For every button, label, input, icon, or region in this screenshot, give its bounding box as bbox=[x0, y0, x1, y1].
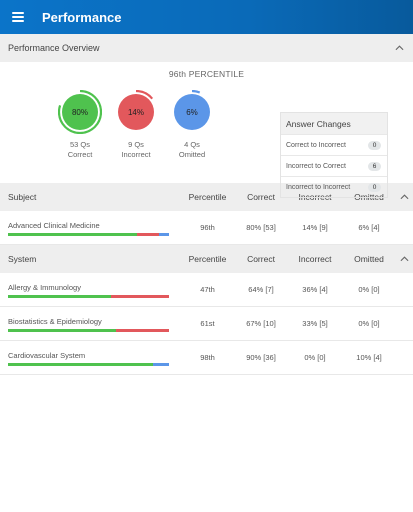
row-omitted: 0% [0] bbox=[358, 319, 380, 328]
bar-omitted-segment bbox=[159, 233, 169, 236]
overview-panel: 96th PERCENTILE 80% 53 Qs Correct bbox=[0, 62, 413, 198]
omitted-label: Omitted bbox=[178, 150, 206, 159]
col-system: System bbox=[8, 254, 37, 264]
omitted-ring: 6% bbox=[170, 90, 214, 134]
chevron-up-icon[interactable] bbox=[393, 42, 405, 54]
bar-correct-segment bbox=[8, 329, 116, 332]
table-row[interactable]: Allergy & Immunology 47th 64% [7] 36% [4… bbox=[0, 273, 413, 307]
omitted-circle: 6% 4 Qs Omitted bbox=[164, 90, 220, 160]
score-circles: 80% 53 Qs Correct 14% 9 Qs Incorrect bbox=[52, 90, 220, 160]
col-percentile: Percentile bbox=[188, 192, 227, 202]
correct-ring-graphic bbox=[58, 90, 102, 134]
overview-header-label: Performance Overview bbox=[8, 43, 100, 53]
page-title: Performance bbox=[42, 9, 122, 25]
row-name: Cardiovascular System bbox=[8, 351, 86, 360]
bar-incorrect-segment bbox=[111, 295, 169, 298]
row-omitted: 0% [0] bbox=[358, 285, 380, 294]
answer-changes-panel: Answer Changes Correct to Incorrect 0 In… bbox=[280, 112, 388, 198]
col-omitted: Omitted bbox=[354, 254, 384, 264]
bar-correct-segment bbox=[8, 295, 112, 298]
bar-incorrect-segment bbox=[115, 329, 169, 332]
table-row[interactable]: Cardiovascular System 98th 90% [36] 0% [… bbox=[0, 341, 413, 375]
col-subject: Subject bbox=[8, 192, 37, 202]
omitted-ring-graphic bbox=[170, 90, 214, 134]
answer-changes-title: Answer Changes bbox=[281, 113, 387, 134]
overview-section-header[interactable]: Performance Overview bbox=[0, 34, 413, 62]
row-percentile: 96th bbox=[200, 223, 215, 232]
change-count-badge: 0 bbox=[368, 140, 381, 150]
correct-percent: 80% bbox=[71, 107, 88, 117]
col-percentile: Percentile bbox=[188, 254, 227, 264]
correct-circle: 80% 53 Qs Correct bbox=[52, 90, 108, 160]
bar-incorrect-segment bbox=[136, 233, 160, 236]
change-row: Incorrect to Correct 6 bbox=[281, 155, 387, 176]
bar-correct-segment bbox=[8, 363, 153, 366]
row-percentile: 47th bbox=[200, 285, 215, 294]
chevron-up-icon[interactable] bbox=[395, 194, 413, 200]
change-row: Incorrect to Incorrect 0 bbox=[281, 176, 387, 197]
change-label: Correct to Incorrect bbox=[286, 141, 346, 149]
row-incorrect: 36% [4] bbox=[302, 285, 328, 294]
incorrect-percent: 14% bbox=[127, 107, 144, 117]
change-label: Incorrect to Correct bbox=[286, 162, 346, 170]
row-name: Biostatistics & Epidemiology bbox=[8, 317, 102, 326]
score-bar bbox=[8, 295, 169, 298]
percentile-label: 96th PERCENTILE bbox=[168, 69, 245, 79]
col-correct: Correct bbox=[247, 254, 275, 264]
row-incorrect: 33% [5] bbox=[302, 319, 328, 328]
incorrect-count: 9 Qs bbox=[128, 140, 144, 149]
menu-icon[interactable] bbox=[12, 12, 24, 22]
row-omitted: 6% [4] bbox=[358, 223, 380, 232]
omitted-count: 4 Qs bbox=[184, 140, 200, 149]
omitted-percent: 6% bbox=[186, 107, 198, 117]
score-bar bbox=[8, 363, 169, 366]
bar-correct-segment bbox=[8, 233, 137, 236]
row-correct: 90% [36] bbox=[246, 353, 276, 362]
row-percentile: 98th bbox=[200, 353, 215, 362]
correct-ring: 80% bbox=[58, 90, 102, 134]
row-name: Allergy & Immunology bbox=[8, 283, 81, 292]
col-correct: Correct bbox=[247, 192, 275, 202]
row-correct: 67% [10] bbox=[246, 319, 276, 328]
change-count-badge: 6 bbox=[368, 161, 381, 171]
system-table-header[interactable]: System Percentile Correct Incorrect Omit… bbox=[0, 245, 413, 273]
correct-count: 53 Qs bbox=[69, 140, 90, 149]
col-incorrect: Incorrect bbox=[298, 254, 332, 264]
change-row: Correct to Incorrect 0 bbox=[281, 134, 387, 155]
score-bar bbox=[8, 329, 169, 332]
chevron-up-icon[interactable] bbox=[395, 256, 413, 262]
table-row[interactable]: Biostatistics & Epidemiology 61st 67% [1… bbox=[0, 307, 413, 341]
row-name: Advanced Clinical Medicine bbox=[8, 221, 100, 230]
bar-omitted-segment bbox=[152, 363, 169, 366]
incorrect-ring: 14% bbox=[114, 90, 158, 134]
change-count-badge: 0 bbox=[368, 182, 381, 192]
row-correct: 80% [53] bbox=[246, 223, 276, 232]
row-incorrect: 14% [9] bbox=[302, 223, 328, 232]
app-bar: Performance bbox=[0, 0, 413, 34]
row-correct: 64% [7] bbox=[248, 285, 274, 294]
row-incorrect: 0% [0] bbox=[304, 353, 326, 362]
row-percentile: 61st bbox=[200, 319, 215, 328]
incorrect-ring-graphic bbox=[114, 90, 158, 134]
row-omitted: 10% [4] bbox=[356, 353, 382, 362]
incorrect-circle: 14% 9 Qs Incorrect bbox=[108, 90, 164, 160]
change-label: Incorrect to Incorrect bbox=[286, 183, 351, 191]
correct-label: Correct bbox=[67, 150, 93, 159]
score-bar bbox=[8, 233, 169, 236]
table-row[interactable]: Advanced Clinical Medicine 96th 80% [53]… bbox=[0, 211, 413, 245]
incorrect-label: Incorrect bbox=[121, 150, 151, 159]
